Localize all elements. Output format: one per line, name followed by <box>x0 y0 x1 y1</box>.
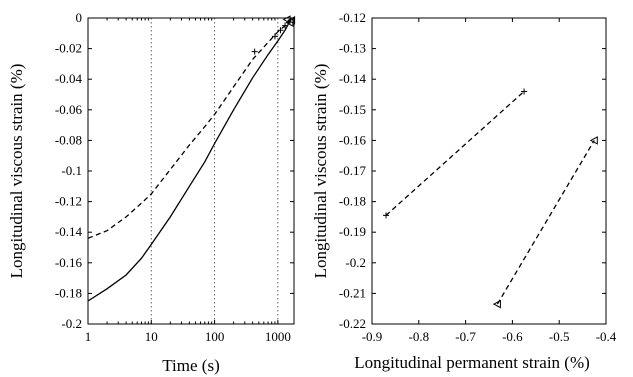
y-tick-label: -0.14 <box>339 71 367 86</box>
y-tick-label: -0.18 <box>339 194 366 209</box>
triangle-marker <box>287 15 296 25</box>
left-y-ticks: -0.2 -0.18 -0.16 -0.14 -0.12 -0.1 -0.08 -0.06 -0… <box>55 10 294 331</box>
y-tick-label: -0.16 <box>55 255 83 270</box>
plus-marker <box>271 33 278 40</box>
left-x-ticks: 1 10 100 1000 <box>85 18 291 344</box>
right-plot-frame <box>371 17 607 325</box>
y-tick-label: 0 <box>76 10 83 25</box>
x-tick-label: -0.4 <box>596 329 617 344</box>
plus-marker <box>383 212 390 219</box>
right-x-ticks: -0.9 -0.8 -0.7 -0.6 -0.5 -0.4 <box>362 18 617 344</box>
y-tick-label: -0.2 <box>345 255 366 270</box>
dashed-series-line <box>87 19 292 239</box>
right-y-axis-title: Longitudinal viscous strain (%) <box>311 64 330 279</box>
x-tick-label: -0.9 <box>362 329 383 344</box>
plus-marker <box>521 88 528 95</box>
triangle-series-line <box>496 140 595 305</box>
y-tick-label: -0.17 <box>339 163 367 178</box>
x-tick-label: -0.8 <box>409 329 430 344</box>
x-tick-label: -0.5 <box>549 329 570 344</box>
x-tick-label: 10 <box>145 329 158 344</box>
right-y-ticks: -0.22 -0.21 -0.2 -0.19 -0.18 -0.17 -0.16 -0.15 -… <box>339 10 606 331</box>
right-x-axis-title: Longitudinal permanent strain (%) <box>354 353 590 372</box>
y-tick-label: -0.15 <box>339 102 366 117</box>
left-markers-group <box>251 15 296 55</box>
triangle-marker <box>492 299 501 309</box>
y-tick-label: -0.21 <box>339 285 366 300</box>
y-tick-label: -0.04 <box>55 71 83 86</box>
plus-series-line <box>385 90 525 216</box>
y-tick-label: -0.19 <box>339 224 366 239</box>
x-tick-label: 1 <box>85 329 92 344</box>
left-chart: 1 10 100 1000 -0.2-0.18-0.16-0.14-0.12-0.1-… <box>7 10 296 375</box>
left-x-axis-title: Time (s) <box>162 356 219 375</box>
y-tick-label: -0.2 <box>61 316 82 331</box>
y-tick-label: -0.1 <box>61 163 82 178</box>
plus-marker <box>277 27 284 34</box>
y-tick-label: -0.06 <box>55 102 83 117</box>
y-tick-label: -0.18 <box>55 285 82 300</box>
y-tick-label: -0.14 <box>55 224 83 239</box>
triangle-marker <box>589 136 598 145</box>
left-series-group <box>87 19 292 302</box>
y-tick-label: -0.13 <box>339 41 366 56</box>
y-tick-label: -0.08 <box>55 132 82 147</box>
plus-marker <box>251 48 258 55</box>
x-tick-label: 100 <box>205 329 225 344</box>
y-tick-label: -0.02 <box>55 41 82 56</box>
plus-marker <box>282 22 289 29</box>
left-reference-lines <box>150 18 279 324</box>
y-tick-label: -0.12 <box>55 194 82 209</box>
y-tick-label: -0.16 <box>339 132 367 147</box>
y-tick-label: -0.12 <box>339 10 366 25</box>
y-tick-label: -0.22 <box>339 316 366 331</box>
solid-series-line <box>87 19 292 302</box>
right-chart: -0.9 -0.8 -0.7 -0.6 -0.5 -0.4 -0.22-0.21-0.2-… <box>311 10 617 372</box>
x-tick-label: 1000 <box>265 329 291 344</box>
left-plot-frame <box>87 17 295 325</box>
left-y-axis-title: Longitudinal viscous strain (%) <box>7 64 26 279</box>
x-tick-label: -0.6 <box>502 329 523 344</box>
x-tick-label: -0.7 <box>455 329 476 344</box>
right-series-group <box>383 88 598 309</box>
